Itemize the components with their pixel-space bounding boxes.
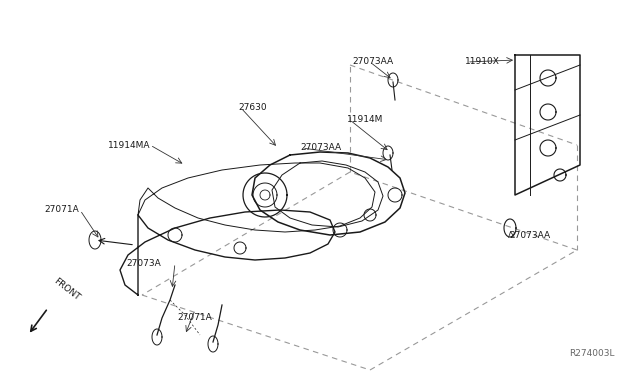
- Text: 27071A: 27071A: [178, 314, 212, 323]
- Text: R274003L: R274003L: [570, 349, 615, 358]
- Text: 11914MA: 11914MA: [108, 141, 150, 150]
- Text: 11910X: 11910X: [465, 58, 500, 67]
- Text: 27073AA: 27073AA: [352, 58, 393, 67]
- Text: 27071A: 27071A: [44, 205, 79, 215]
- Text: 27630: 27630: [238, 103, 267, 112]
- Text: FRONT: FRONT: [52, 276, 81, 302]
- Text: 27073A: 27073A: [126, 259, 161, 267]
- Text: 27073AA: 27073AA: [509, 231, 550, 240]
- Text: 27073AA: 27073AA: [300, 144, 341, 153]
- Text: 11914M: 11914M: [347, 115, 383, 125]
